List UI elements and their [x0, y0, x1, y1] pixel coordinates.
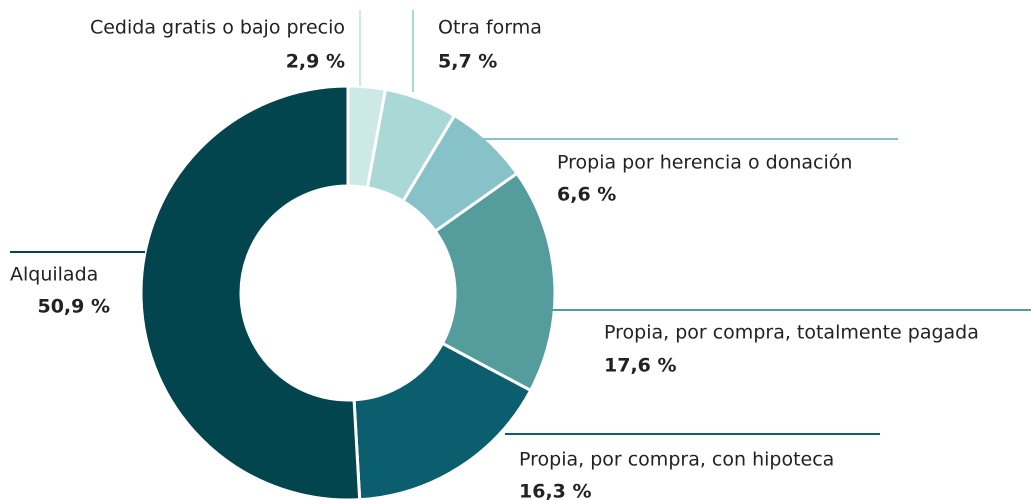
slice-label: Cedida gratis o bajo precio — [90, 17, 345, 39]
slice-label: Propia, por compra, con hipoteca — [519, 449, 834, 471]
donut-slice — [433, 171, 557, 393]
value-label: 16,3 % — [519, 481, 592, 500]
value-label: 17,6 % — [604, 355, 677, 377]
value-label: 5,7 % — [438, 51, 497, 73]
donut-slice — [352, 341, 533, 500]
value-label: 2,9 % — [286, 51, 345, 73]
slice-label: Propia, por compra, totalmente pagada — [604, 322, 979, 344]
value-label: 50,9 % — [37, 296, 110, 318]
donut-slice — [139, 84, 362, 500]
slice-label: Otra forma — [438, 17, 542, 39]
slice-label: Alquilada — [10, 264, 98, 286]
slice-label: Propia por herencia o donación — [557, 152, 852, 174]
value-label: 6,6 % — [557, 184, 616, 206]
